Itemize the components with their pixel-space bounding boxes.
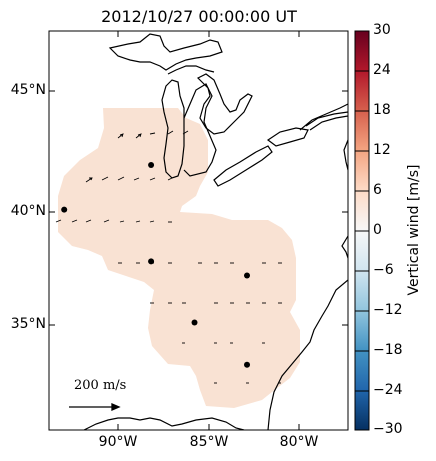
wind-field-coverage <box>58 108 300 408</box>
lake-superior <box>108 33 223 71</box>
axis-ticks <box>49 31 348 430</box>
michigan-peninsula <box>183 83 217 177</box>
upper-peninsula <box>167 65 215 75</box>
colorbar-tick: 6 <box>373 182 382 198</box>
lake-erie <box>213 145 273 187</box>
lon-label-90: 90°W <box>98 434 138 450</box>
map-frame <box>48 30 349 431</box>
atlantic-coast <box>267 139 348 430</box>
wind-vectors <box>55 130 282 384</box>
colorbar-tick: −18 <box>373 342 403 358</box>
scale-arrow <box>69 403 121 411</box>
radar-site-marker <box>244 361 251 368</box>
radar-site-marker <box>191 319 198 326</box>
gulf-st-lawrence <box>299 103 348 131</box>
colorbar-title: Vertical wind [m/s] <box>406 164 422 296</box>
scale-arrow-label: 200 m/s <box>74 378 127 393</box>
radar-sites <box>61 162 251 368</box>
colorbar-tick: 18 <box>373 102 391 118</box>
lon-label-80: 80°W <box>279 434 319 450</box>
map-title: 2012/10/27 00:00:00 UT <box>101 7 297 26</box>
lake-ontario <box>266 127 309 147</box>
lake-michigan <box>161 79 185 179</box>
colorbar-tick: 0 <box>373 222 382 238</box>
colorbar-tick: 24 <box>373 62 391 78</box>
lake-huron <box>196 73 253 135</box>
radar-site-marker <box>61 206 68 213</box>
colorbar-tick: −30 <box>373 421 403 437</box>
colorbar-tick: 30 <box>373 22 391 38</box>
colorbar-tick: −24 <box>373 382 403 398</box>
radar-site-marker <box>148 162 155 168</box>
lon-label-85: 85°W <box>189 434 229 450</box>
lat-label-45: 45°N <box>10 82 46 98</box>
canada-coast <box>309 115 348 131</box>
colorbar-tick: −6 <box>373 262 394 278</box>
colorbar-ticks <box>355 30 369 431</box>
radar-site-marker <box>148 258 155 265</box>
lat-label-40: 40°N <box>10 203 46 219</box>
coastlines <box>83 33 348 430</box>
colorbar-tick: −12 <box>373 302 403 318</box>
colorbar-tick: 12 <box>373 142 391 158</box>
gulf-coast <box>83 417 245 430</box>
radar-site-marker <box>244 272 251 279</box>
lat-label-35: 35°N <box>10 316 46 332</box>
